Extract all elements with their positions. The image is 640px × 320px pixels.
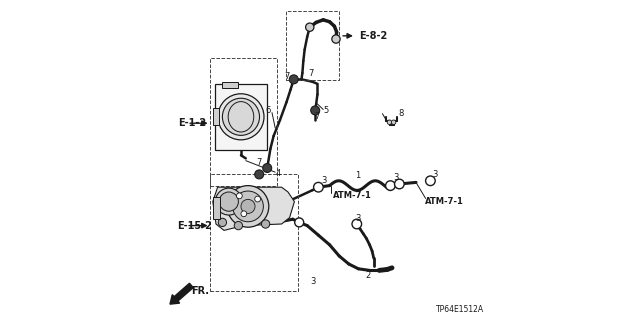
Text: E-15-2: E-15-2 <box>177 220 211 231</box>
Circle shape <box>294 218 304 227</box>
Text: 3: 3 <box>321 176 326 185</box>
Circle shape <box>289 75 298 84</box>
Circle shape <box>262 220 270 228</box>
Circle shape <box>218 218 227 227</box>
Text: 3: 3 <box>310 277 316 286</box>
Text: TP64E1512A: TP64E1512A <box>436 305 484 314</box>
Text: 7: 7 <box>314 112 319 121</box>
Bar <box>212 197 220 219</box>
Circle shape <box>332 35 340 43</box>
Text: 1: 1 <box>355 171 360 180</box>
Text: 2: 2 <box>365 271 371 280</box>
Text: 5: 5 <box>323 106 328 115</box>
Circle shape <box>306 23 314 31</box>
Circle shape <box>311 106 320 115</box>
Circle shape <box>262 164 272 172</box>
Circle shape <box>241 199 255 213</box>
Circle shape <box>227 186 269 227</box>
Circle shape <box>255 170 264 179</box>
Circle shape <box>426 176 435 186</box>
Bar <box>210 174 298 291</box>
Circle shape <box>215 188 243 215</box>
FancyBboxPatch shape <box>215 84 267 150</box>
Circle shape <box>223 98 260 135</box>
Circle shape <box>219 192 239 211</box>
Text: FR.: FR. <box>191 285 209 296</box>
Text: 6: 6 <box>265 106 270 115</box>
Text: 3: 3 <box>432 170 437 179</box>
Polygon shape <box>212 187 294 230</box>
Text: 3: 3 <box>356 214 361 223</box>
Text: 7: 7 <box>257 158 262 167</box>
Circle shape <box>255 196 260 202</box>
Bar <box>223 82 239 88</box>
Text: E-1-2: E-1-2 <box>179 118 207 128</box>
FancyArrow shape <box>170 283 193 304</box>
Circle shape <box>392 120 396 124</box>
Circle shape <box>237 193 243 199</box>
Circle shape <box>385 181 396 190</box>
Bar <box>212 108 219 125</box>
Circle shape <box>234 221 243 230</box>
Text: 8: 8 <box>398 109 403 118</box>
Text: 3: 3 <box>394 173 399 182</box>
Text: E-8-2: E-8-2 <box>359 31 387 41</box>
Circle shape <box>241 211 247 217</box>
Circle shape <box>394 179 404 189</box>
Circle shape <box>233 191 264 222</box>
Text: 7: 7 <box>285 72 290 81</box>
Text: 4: 4 <box>276 169 281 178</box>
Circle shape <box>218 94 264 140</box>
Circle shape <box>314 182 323 192</box>
Circle shape <box>352 219 362 229</box>
Circle shape <box>387 120 392 124</box>
Bar <box>287 11 339 80</box>
Text: ATM-7-1: ATM-7-1 <box>333 191 372 200</box>
Bar <box>210 58 277 186</box>
Text: ATM-7-1: ATM-7-1 <box>425 197 464 206</box>
Text: 7: 7 <box>308 69 314 78</box>
